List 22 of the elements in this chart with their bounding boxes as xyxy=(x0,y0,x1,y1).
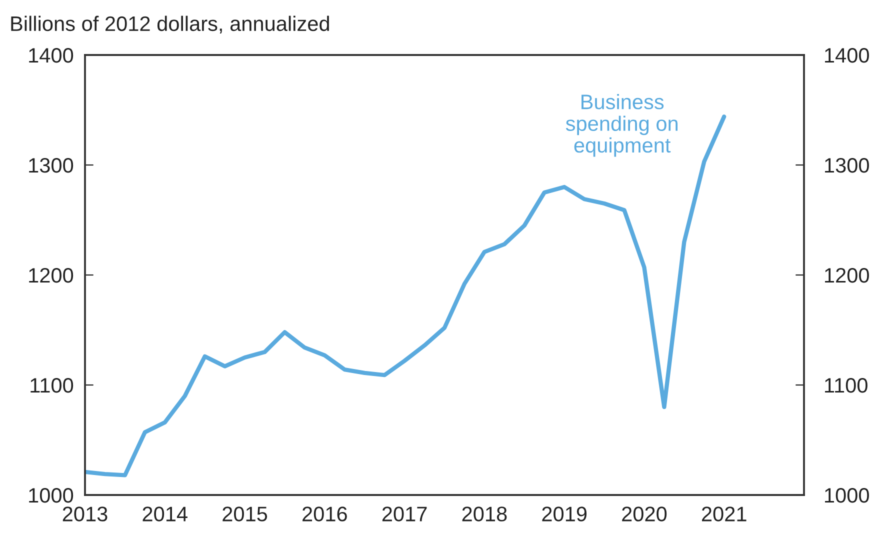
x-tick-label: 2014 xyxy=(142,506,188,522)
x-tick-label: 2013 xyxy=(62,506,108,522)
x-tick-label: 2015 xyxy=(222,506,268,522)
y-tick-label: 1000 xyxy=(29,488,74,503)
y-axis-title: Billions of 2012 dollars, annualized xyxy=(11,16,329,34)
x-tick-label: 2018 xyxy=(462,506,507,522)
y2-tick-label: 1000 xyxy=(825,488,869,503)
y-tick-label: 1100 xyxy=(30,378,74,393)
x-tick-label: 2016 xyxy=(302,506,347,522)
series-label: Business spending on equipment xyxy=(566,94,678,157)
y2-tick-label: 1300 xyxy=(825,158,869,173)
y-tick-label: 1400 xyxy=(29,48,74,63)
x-tick-label: 2020 xyxy=(622,506,667,522)
line-series xyxy=(85,114,726,478)
y-tick-label: 1200 xyxy=(29,268,74,283)
y2-tick-label: 1400 xyxy=(825,48,869,63)
y2-tick-label: 1100 xyxy=(825,378,868,393)
x-tick-label: 2021 xyxy=(702,506,746,522)
x-tick-label: 2017 xyxy=(382,506,427,522)
y-tick-label: 1300 xyxy=(29,158,74,173)
x-tick-label: 2019 xyxy=(542,506,587,522)
y2-tick-label: 1200 xyxy=(825,268,869,283)
